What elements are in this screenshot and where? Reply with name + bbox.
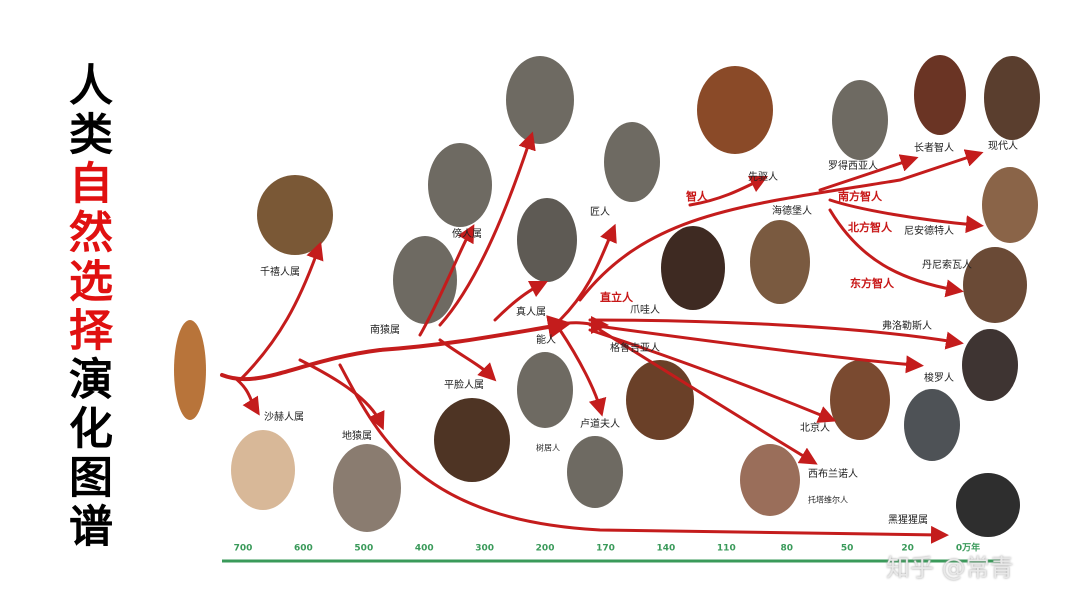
- label: 西布兰诺人: [808, 467, 858, 480]
- label: 格鲁吉亚人: [610, 341, 660, 354]
- label: 托塔维尔人: [808, 495, 848, 505]
- title: 人类自然选择演化图谱: [61, 62, 112, 552]
- label: 先驱人: [748, 171, 778, 183]
- timeline-label: 700: [234, 544, 253, 554]
- faces: [174, 55, 1040, 537]
- title-part: 自然选择: [61, 160, 112, 356]
- label: 傍人属: [452, 227, 482, 240]
- label: 沙赫人属: [264, 411, 304, 423]
- label: 尼安德特人: [904, 224, 954, 237]
- watermark: 知乎 @常青: [886, 554, 1014, 582]
- label: 真人属: [516, 305, 546, 318]
- timeline-label: 50: [841, 544, 854, 554]
- timeline-label: 0万年: [956, 542, 980, 554]
- label: 罗得西亚人: [828, 160, 878, 172]
- label: 北方智人: [848, 220, 893, 234]
- label: 能人: [536, 333, 556, 346]
- timeline-label: 300: [475, 544, 494, 554]
- label: 南方智人: [838, 189, 883, 203]
- label: 梭罗人: [924, 371, 954, 384]
- label: 南猿属: [370, 323, 400, 336]
- label: 匠人: [590, 206, 610, 218]
- timeline-label: 140: [657, 544, 676, 554]
- title-part: 演化图谱: [61, 356, 112, 552]
- labels: 千禧人属 傍人属 南猿属 平脸人属 沙赫人属 地猿属 真人属 能人 直立人 爪哇…: [260, 140, 1018, 526]
- label: 北京人: [800, 421, 830, 434]
- label: 卢道夫人: [580, 417, 620, 430]
- label: 黑猩猩属: [888, 514, 928, 526]
- title-part: 人类: [61, 62, 112, 160]
- label: 长者智人: [914, 141, 954, 154]
- label: 平脸人属: [444, 378, 484, 391]
- label: 智人: [686, 189, 709, 203]
- timeline-label: 400: [415, 544, 434, 554]
- timeline-label: 500: [354, 544, 373, 554]
- branches: [220, 131, 984, 544]
- label: 树居人: [536, 443, 560, 453]
- label: 千禧人属: [260, 265, 300, 278]
- label: 弗洛勒斯人: [882, 319, 932, 332]
- timeline-label: 80: [780, 544, 793, 554]
- label: 丹尼索瓦人: [922, 258, 972, 271]
- timeline: 700 600 500 400 300 200 170 140 110 80 50 20 0万年: [234, 542, 981, 554]
- label: 直立人: [600, 290, 634, 304]
- label: 地猿属: [342, 429, 372, 442]
- timeline-label: 170: [596, 544, 615, 554]
- timeline-label: 20: [901, 544, 914, 554]
- timeline-label: 600: [294, 544, 313, 554]
- label: 现代人: [988, 140, 1018, 152]
- label: 东方智人: [850, 276, 895, 290]
- label: 爪哇人: [630, 303, 660, 316]
- timeline-label: 200: [536, 544, 555, 554]
- timeline-label: 110: [717, 544, 736, 554]
- label: 海德堡人: [772, 204, 812, 217]
